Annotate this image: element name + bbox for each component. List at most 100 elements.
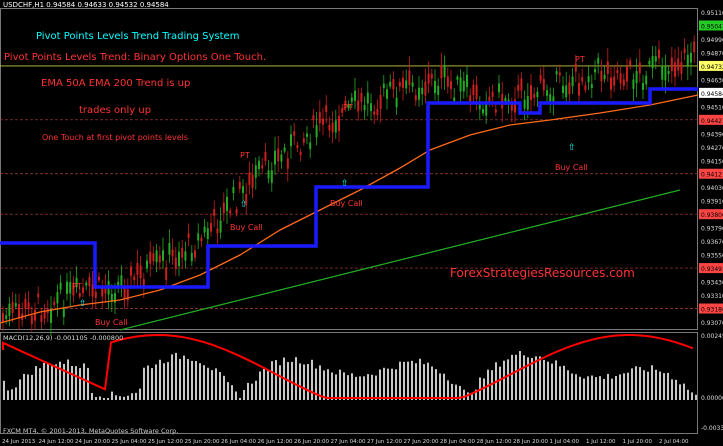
candle-body <box>34 309 36 321</box>
macd-bar <box>3 380 5 400</box>
macd-bar <box>427 362 429 400</box>
candle-body <box>395 97 398 108</box>
candle-body <box>5 315 8 320</box>
price-tag <box>699 87 723 98</box>
candle-body <box>347 104 350 109</box>
macd-bar <box>11 389 13 400</box>
macd-bar <box>375 375 377 400</box>
macd-bar <box>667 372 669 400</box>
macd-bar <box>215 368 217 400</box>
candle-body <box>242 186 244 193</box>
candle-body <box>30 315 33 324</box>
time-axis-label: 27 Jun 20:00 <box>404 439 439 445</box>
candle-body <box>267 170 270 179</box>
time-axis-label: 26 Jun 20:00 <box>294 439 329 445</box>
candle-body <box>155 250 158 263</box>
macd-bar <box>603 378 605 400</box>
candle-body <box>261 165 264 169</box>
candle-body <box>11 302 14 314</box>
macd-bar <box>295 357 297 400</box>
candle-body <box>24 298 27 309</box>
macd-bar <box>43 362 45 400</box>
candle-body <box>619 73 622 84</box>
candle-body <box>357 100 360 112</box>
candle-body <box>613 76 616 86</box>
price-tag <box>699 263 723 274</box>
candle-body <box>360 93 363 102</box>
macd-bar <box>503 360 505 400</box>
buy-call-label: Buy Call <box>95 318 128 327</box>
macd-bar <box>395 369 397 400</box>
candle-body <box>456 76 459 80</box>
macd-bar <box>507 359 509 400</box>
macd-bar <box>539 356 541 400</box>
macd-bar <box>343 372 345 400</box>
grid-lines <box>0 8 698 434</box>
macd-bar <box>87 367 89 400</box>
candle-body <box>56 292 59 304</box>
candle-body <box>91 284 94 297</box>
macd-bar <box>571 373 573 400</box>
macd-signal-line <box>1 334 694 399</box>
macd-bar <box>163 363 165 400</box>
macd-bar <box>259 371 261 400</box>
macd-bar <box>195 361 197 400</box>
macd-bar <box>251 383 253 400</box>
macd-bar <box>167 362 169 400</box>
candle-body <box>85 282 88 286</box>
candle-body <box>264 151 267 161</box>
macd-bar <box>679 384 681 400</box>
macd-bar <box>75 366 77 400</box>
macd-bar <box>243 390 245 400</box>
macd-bar <box>143 367 145 400</box>
macd-bar <box>71 365 73 400</box>
candle-body <box>331 122 334 133</box>
candle-body <box>306 133 308 137</box>
macd-bar <box>451 383 453 400</box>
macd-bar <box>27 374 29 400</box>
candle-body <box>651 55 654 69</box>
candle-body <box>584 85 587 91</box>
candle-body <box>478 103 481 110</box>
macd-bar <box>499 366 501 400</box>
macd-bar <box>263 369 265 400</box>
macd-bar <box>383 367 385 400</box>
candle-body <box>229 210 232 214</box>
macd-bar <box>527 357 529 400</box>
candle-body <box>610 77 612 90</box>
time-axis-label: 1 Jul 20:00 <box>623 439 653 445</box>
candle-body <box>27 302 30 310</box>
candle-body <box>542 78 545 91</box>
candle-body <box>152 253 155 262</box>
price-axis-label: 0.94584 <box>701 91 723 98</box>
candle-body <box>645 75 648 85</box>
candle-body <box>59 282 62 290</box>
candle-body <box>434 80 436 94</box>
macd-bar <box>471 393 473 400</box>
candle-body <box>632 79 635 89</box>
macd-bar <box>55 364 57 400</box>
candle-body <box>664 65 667 81</box>
candle-body <box>533 93 536 98</box>
macd-bar <box>323 370 325 400</box>
candle-body <box>680 61 683 74</box>
candle-body <box>530 85 532 100</box>
candle-body <box>386 89 388 99</box>
time-axis-label: 28 Jun 04:00 <box>440 439 475 445</box>
time-axis-label: 27 Jun 04:00 <box>331 439 366 445</box>
candle-body <box>504 97 507 102</box>
candle-body <box>171 249 174 257</box>
macd-bar <box>687 389 689 400</box>
candle-body <box>626 66 628 82</box>
candle-body <box>43 310 46 319</box>
candle-body <box>421 87 424 95</box>
candle-body <box>238 181 241 189</box>
macd-bar <box>63 363 65 400</box>
candle-body <box>427 73 430 84</box>
